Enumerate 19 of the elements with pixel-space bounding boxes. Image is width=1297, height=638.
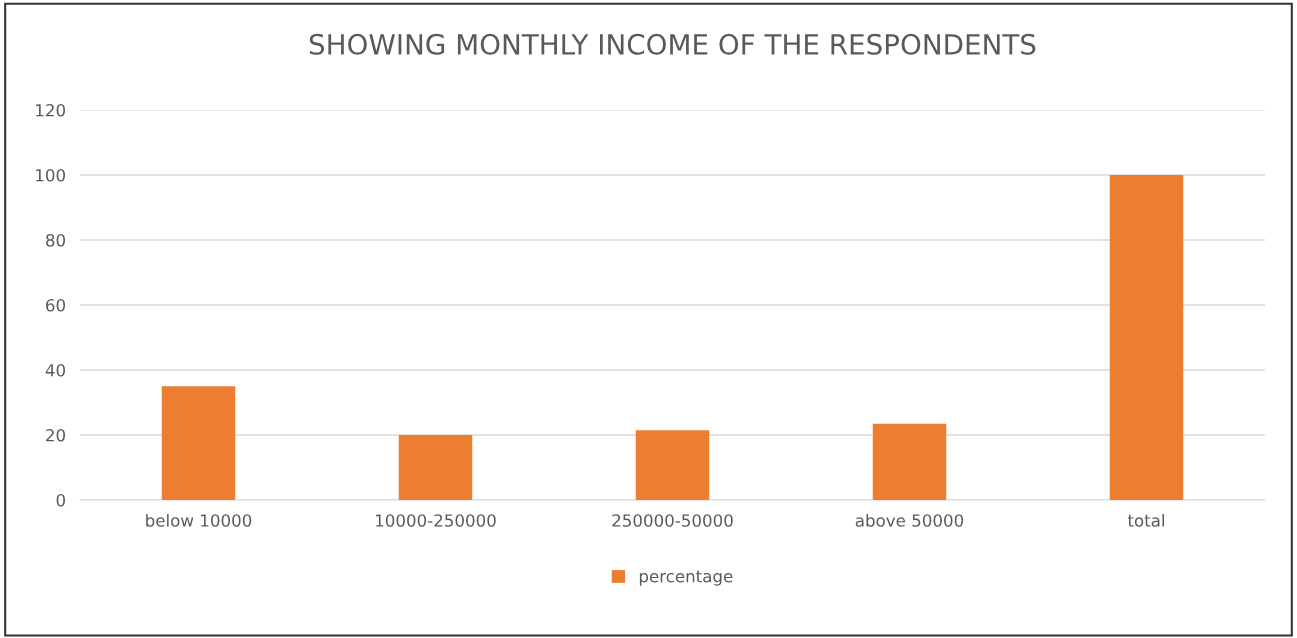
bar	[1109, 175, 1184, 500]
legend-label: percentage	[639, 570, 733, 586]
y-tick-label: 20	[46, 428, 65, 442]
x-tick-label: total	[1127, 513, 1164, 527]
bar	[872, 423, 947, 500]
x-tick-label: 250000-50000	[612, 514, 733, 527]
y-tick-label: 120	[36, 103, 65, 117]
chart-title: SHOWING MONTHLY INCOME OF THE RESPONDENTS	[309, 33, 1036, 55]
bar	[398, 435, 473, 500]
y-tick-label: 100	[36, 168, 65, 182]
y-tick-label: 60	[46, 298, 65, 312]
x-tick-label: above 50000	[855, 513, 964, 527]
x-tick-label: below 10000	[146, 513, 252, 527]
y-tick-label: 40	[45, 363, 65, 377]
bar	[161, 386, 236, 500]
y-tick-label: 80	[46, 233, 65, 247]
bar	[635, 430, 710, 500]
x-tick-label: 10000-250000	[376, 514, 496, 527]
y-tick-label: 0	[56, 493, 65, 507]
